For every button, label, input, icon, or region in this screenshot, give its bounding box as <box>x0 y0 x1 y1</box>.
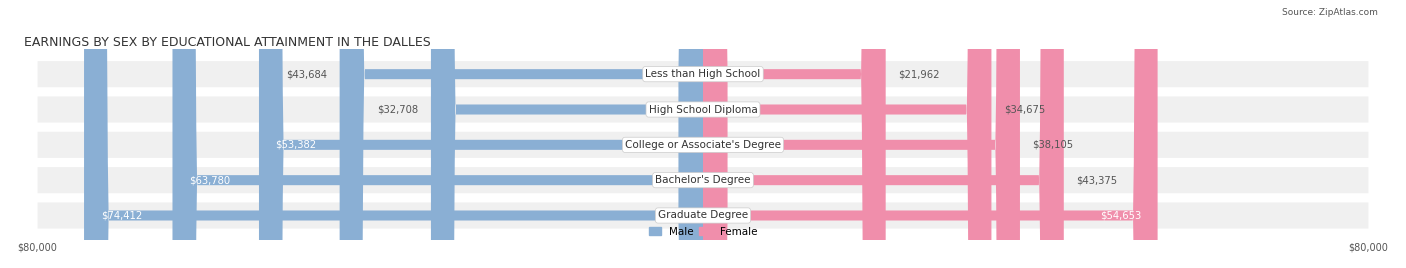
Text: $21,962: $21,962 <box>898 69 939 79</box>
Text: $63,780: $63,780 <box>190 175 231 185</box>
FancyBboxPatch shape <box>703 0 991 268</box>
Text: Source: ZipAtlas.com: Source: ZipAtlas.com <box>1282 8 1378 17</box>
Text: Bachelor's Degree: Bachelor's Degree <box>655 175 751 185</box>
Text: $54,653: $54,653 <box>1099 210 1140 221</box>
FancyBboxPatch shape <box>430 0 703 268</box>
FancyBboxPatch shape <box>38 96 1368 122</box>
Text: $53,382: $53,382 <box>276 140 316 150</box>
FancyBboxPatch shape <box>703 0 1019 268</box>
FancyBboxPatch shape <box>259 0 703 268</box>
Text: $38,105: $38,105 <box>1032 140 1074 150</box>
Text: $43,375: $43,375 <box>1076 175 1118 185</box>
Text: High School Diploma: High School Diploma <box>648 105 758 114</box>
FancyBboxPatch shape <box>38 132 1368 158</box>
Text: Graduate Degree: Graduate Degree <box>658 210 748 221</box>
Text: Less than High School: Less than High School <box>645 69 761 79</box>
Text: $32,708: $32,708 <box>377 105 419 114</box>
FancyBboxPatch shape <box>703 0 1064 268</box>
FancyBboxPatch shape <box>173 0 703 268</box>
FancyBboxPatch shape <box>84 0 703 268</box>
Text: College or Associate's Degree: College or Associate's Degree <box>626 140 780 150</box>
Text: $34,675: $34,675 <box>1004 105 1045 114</box>
FancyBboxPatch shape <box>340 0 703 268</box>
Legend: Male, Female: Male, Female <box>648 227 758 237</box>
Text: $43,684: $43,684 <box>287 69 328 79</box>
FancyBboxPatch shape <box>38 61 1368 87</box>
FancyBboxPatch shape <box>703 0 886 268</box>
FancyBboxPatch shape <box>703 0 1157 268</box>
FancyBboxPatch shape <box>38 167 1368 193</box>
FancyBboxPatch shape <box>38 202 1368 229</box>
Text: EARNINGS BY SEX BY EDUCATIONAL ATTAINMENT IN THE DALLES: EARNINGS BY SEX BY EDUCATIONAL ATTAINMEN… <box>24 36 432 49</box>
Text: $74,412: $74,412 <box>101 210 142 221</box>
